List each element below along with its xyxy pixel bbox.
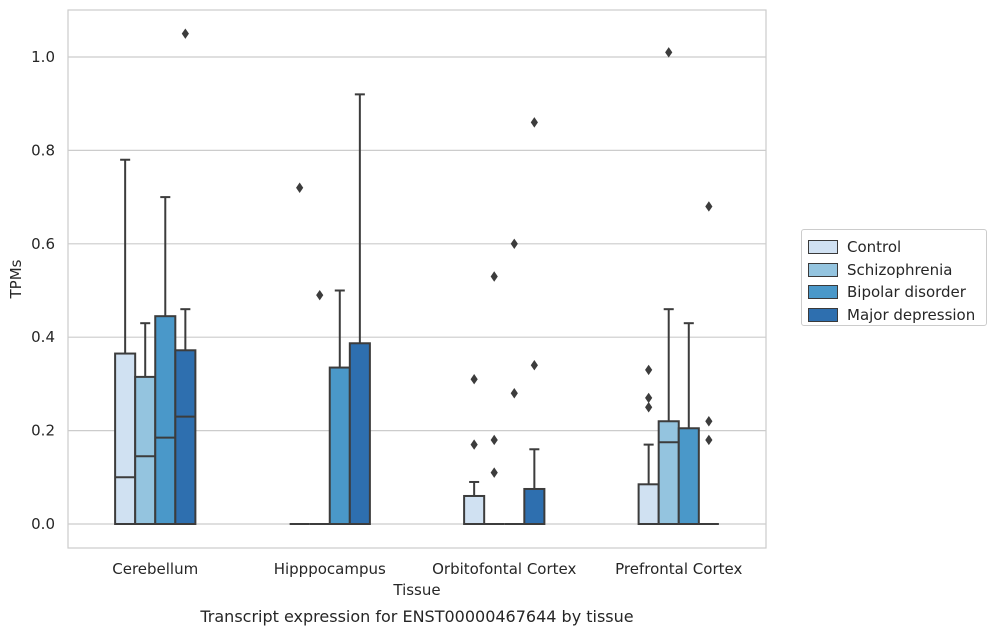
outlier-point — [490, 271, 498, 282]
box-body — [154, 315, 177, 525]
outlier-point — [705, 201, 713, 212]
legend: Control Schizophrenia Bipolar disorder Majo… — [801, 229, 987, 326]
box-major-depression — [523, 117, 546, 526]
legend-swatch — [808, 240, 838, 255]
legend-swatch — [808, 307, 838, 322]
x-tick-label: Cerebellum — [112, 560, 198, 578]
box-body — [463, 494, 486, 526]
outlier-point — [645, 402, 653, 413]
legend-swatch — [808, 262, 838, 277]
outlier-point — [530, 360, 538, 371]
box-body — [523, 487, 546, 526]
box-body — [328, 366, 351, 525]
box-major-depression — [348, 93, 371, 525]
outlier-point — [470, 439, 478, 450]
x-tick-label: Hipppocampus — [274, 560, 386, 578]
x-tick-label: Orbitofontal Cortex — [432, 560, 576, 578]
outlier-point — [645, 364, 653, 376]
box-schizophrenia — [309, 289, 330, 525]
x-axis-label: Tissue — [392, 581, 440, 599]
outlier-point — [316, 289, 324, 301]
box-schizophrenia — [657, 47, 680, 526]
chart-title: Transcript expression for ENST0000046764… — [199, 607, 633, 626]
box-body — [637, 483, 660, 525]
legend-item: Control — [808, 236, 980, 259]
box-bipolar-disorder — [154, 196, 177, 525]
outlier-point — [510, 238, 518, 249]
box-body — [134, 375, 157, 525]
plot-area-frame — [67, 9, 767, 549]
legend-item: Bipolar disorder — [808, 281, 980, 304]
legend-label: Major depression — [847, 305, 976, 324]
outlier-point — [510, 388, 518, 399]
y-tick-label: 0.0 — [31, 515, 55, 533]
box-control — [463, 374, 486, 526]
outlier-point — [665, 47, 673, 58]
x-axis-ticks: Cerebellum Hipppocampus Orbitofontal Corte… — [112, 560, 742, 578]
y-tick-label: 0.8 — [31, 141, 55, 159]
legend-item: Schizophrenia — [808, 259, 980, 282]
legend-label: Control — [847, 238, 902, 257]
outlier-point — [296, 182, 304, 193]
box-control — [114, 158, 137, 526]
legend-swatch — [808, 285, 838, 300]
y-tick-label: 0.6 — [31, 235, 55, 253]
box-bipolar-disorder — [328, 289, 351, 525]
box-schizophrenia — [484, 271, 505, 525]
x-tick-label: Prefrontal Cortex — [615, 560, 742, 578]
y-tick-label: 1.0 — [31, 48, 55, 66]
boxes — [114, 28, 719, 526]
outlier-point — [530, 117, 538, 128]
y-tick-label: 0.4 — [31, 328, 55, 346]
box-major-depression — [698, 201, 719, 525]
box-schizophrenia — [134, 322, 157, 525]
box-bipolar-disorder — [677, 322, 700, 526]
outlier-point — [490, 434, 498, 446]
box-bipolar-disorder — [504, 238, 525, 525]
box-body — [114, 352, 137, 526]
legend-label: Schizophrenia — [847, 260, 953, 279]
box-body — [657, 420, 680, 526]
box-body — [174, 349, 197, 525]
y-tick-label: 0.2 — [31, 422, 55, 440]
outlier-point — [705, 416, 713, 427]
box-control — [637, 364, 660, 525]
outlier-point — [181, 28, 189, 39]
legend-item: Major depression — [808, 304, 980, 327]
outlier-point — [645, 392, 653, 404]
box-body — [348, 342, 371, 525]
outlier-point — [490, 467, 498, 478]
box-major-depression — [174, 28, 197, 525]
box-body — [677, 427, 700, 526]
box-control — [289, 182, 310, 525]
legend-label: Bipolar disorder — [847, 283, 966, 302]
outlier-point — [705, 434, 713, 446]
outlier-point — [470, 374, 478, 385]
y-axis-label: TPMs — [7, 259, 25, 299]
y-axis-ticks: 0.0 0.2 0.4 0.6 0.8 1.0 — [31, 48, 55, 533]
